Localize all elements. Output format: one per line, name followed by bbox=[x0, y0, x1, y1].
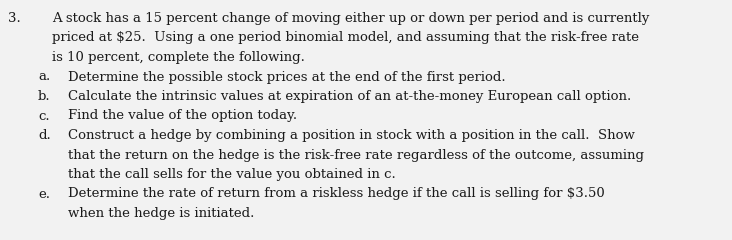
Text: d.: d. bbox=[38, 129, 51, 142]
Text: is 10 percent, complete the following.: is 10 percent, complete the following. bbox=[52, 51, 305, 64]
Text: that the call sells for the value you obtained in c.: that the call sells for the value you ob… bbox=[68, 168, 396, 181]
Text: 3.: 3. bbox=[8, 12, 20, 25]
Text: e.: e. bbox=[38, 187, 50, 200]
Text: A stock has a 15 percent change of moving either up or down per period and is cu: A stock has a 15 percent change of movin… bbox=[52, 12, 649, 25]
Text: that the return on the hedge is the risk-free rate regardless of the outcome, as: that the return on the hedge is the risk… bbox=[68, 149, 644, 162]
Text: c.: c. bbox=[38, 109, 50, 122]
Text: Determine the rate of return from a riskless hedge if the call is selling for $3: Determine the rate of return from a risk… bbox=[68, 187, 605, 200]
Text: Calculate the intrinsic values at expiration of an at-the-money European call op: Calculate the intrinsic values at expira… bbox=[68, 90, 631, 103]
Text: when the hedge is initiated.: when the hedge is initiated. bbox=[68, 207, 255, 220]
Text: a.: a. bbox=[38, 71, 51, 84]
Text: b.: b. bbox=[38, 90, 51, 103]
Text: Find the value of the option today.: Find the value of the option today. bbox=[68, 109, 297, 122]
Text: priced at $25.  Using a one period binomial model, and assuming that the risk-fr: priced at $25. Using a one period binomi… bbox=[52, 31, 639, 44]
Text: Construct a hedge by combining a position in stock with a position in the call. : Construct a hedge by combining a positio… bbox=[68, 129, 635, 142]
Text: Determine the possible stock prices at the end of the first period.: Determine the possible stock prices at t… bbox=[68, 71, 506, 84]
